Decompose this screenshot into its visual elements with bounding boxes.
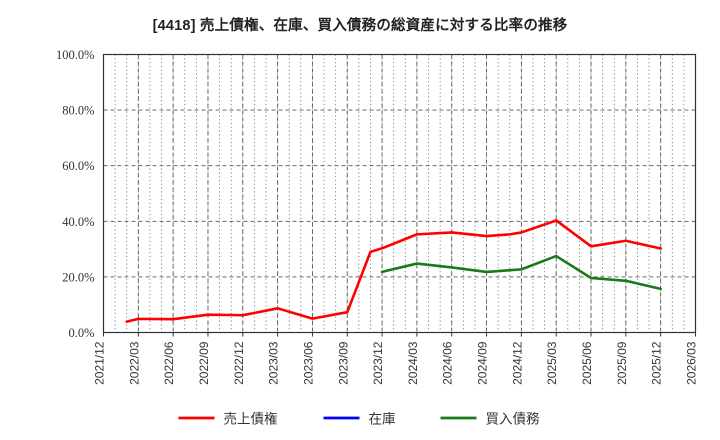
- y-axis-tick-label: 20.0%: [62, 270, 94, 284]
- y-axis-tick-label: 40.0%: [62, 215, 94, 229]
- x-axis-tick-label: 2021/12: [93, 341, 107, 385]
- legend-item[interactable]: 在庫: [323, 412, 396, 427]
- y-axis-tick-label: 80.0%: [62, 104, 94, 118]
- x-axis-tick-label: 2023/12: [371, 341, 385, 385]
- x-axis-tick-label: 2025/06: [580, 341, 594, 385]
- legend-label: 買入債務: [486, 412, 540, 427]
- data-series: [125, 219, 662, 323]
- series-line: [380, 254, 662, 291]
- chart-legend[interactable]: 売上債権 在庫 買入債務: [178, 411, 540, 427]
- x-axis-tick-label: 2025/12: [650, 341, 664, 385]
- x-axis-tick-label: 2022/12: [232, 341, 246, 385]
- x-axis-tick-label: 2022/03: [127, 341, 141, 385]
- legend-label: 売上債権: [224, 411, 278, 427]
- y-axis: 0.0% 20.0% 40.0% 60.0% 80.0% 100.0%: [56, 48, 95, 340]
- x-axis: 2021/12 2022/03 2022/06 2022/09 2022/12 2023/…: [93, 332, 699, 385]
- x-axis-tick-label: 2023/03: [267, 341, 281, 385]
- legend-label: 在庫: [369, 412, 396, 427]
- minor-gridlines: [114, 54, 685, 333]
- x-axis-tick-label: 2024/06: [441, 341, 455, 385]
- y-axis-tick-label: 100.0%: [56, 48, 95, 62]
- x-axis-tick-label: 2022/09: [197, 341, 211, 385]
- x-axis-tick-label: 2023/06: [301, 341, 315, 385]
- x-axis-tick-label: 2024/03: [406, 341, 420, 385]
- x-axis-tick-label: 2024/12: [510, 341, 524, 385]
- page-title: [4418] 売上債権、在庫、買入債務の総資産に対する比率の推移: [152, 18, 568, 34]
- x-axis-tick-label: 2024/09: [476, 341, 490, 385]
- legend-item[interactable]: 売上債権: [178, 411, 278, 427]
- major-gridlines: [103, 54, 696, 333]
- y-axis-tick-label: 60.0%: [62, 159, 94, 173]
- x-axis-tick-label: 2022/06: [162, 341, 176, 385]
- x-axis-tick-label: 2025/09: [615, 341, 629, 385]
- y-axis-tick-label: 0.0%: [68, 326, 94, 340]
- series-line: [125, 219, 662, 323]
- plot-frame: [102, 53, 697, 334]
- x-axis-tick-label: 2025/03: [545, 341, 559, 385]
- x-axis-tick-label: 2026/03: [685, 341, 699, 385]
- legend-item[interactable]: 買入債務: [440, 412, 540, 427]
- x-axis-tick-label: 2023/09: [336, 341, 350, 385]
